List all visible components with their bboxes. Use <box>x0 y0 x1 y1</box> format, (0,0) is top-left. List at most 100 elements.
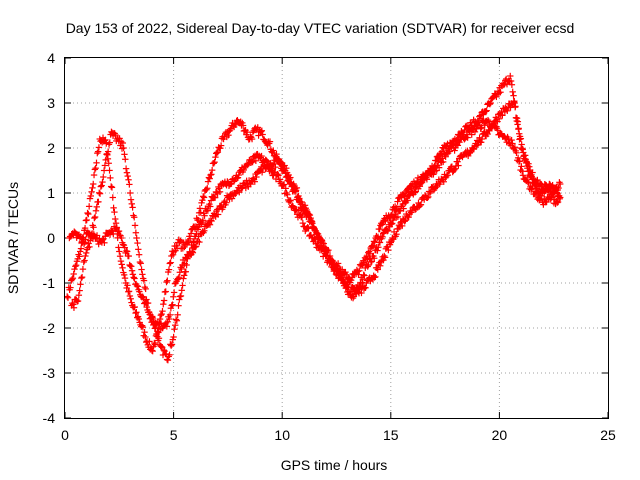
data-point <box>287 197 294 204</box>
data-point <box>140 332 147 339</box>
data-point <box>128 267 136 274</box>
data-point <box>555 184 562 192</box>
data-point <box>509 88 516 96</box>
data-point <box>210 160 217 167</box>
data-point <box>478 135 486 143</box>
data-point <box>126 292 134 300</box>
data-point <box>107 174 114 182</box>
data-point <box>139 271 146 278</box>
data-point <box>163 278 170 286</box>
data-point <box>511 99 518 107</box>
data-point <box>458 127 465 135</box>
data-point <box>115 227 123 235</box>
data-point <box>361 272 368 279</box>
data-point <box>99 178 106 186</box>
data-point <box>252 157 260 165</box>
data-point <box>93 232 101 239</box>
data-point <box>529 169 536 176</box>
x-tick-label: 25 <box>600 427 616 443</box>
data-point <box>125 288 133 295</box>
data-point <box>135 315 143 323</box>
data-point <box>176 296 183 303</box>
data-point <box>285 177 292 184</box>
data-point <box>524 178 532 186</box>
y-tick-label: 3 <box>47 95 55 111</box>
data-point <box>223 199 230 206</box>
data-point <box>509 140 516 147</box>
data-point <box>77 281 84 288</box>
data-point <box>510 98 517 106</box>
data-point <box>267 167 275 174</box>
data-point <box>97 183 105 190</box>
data-point <box>90 180 97 188</box>
data-point <box>519 172 527 179</box>
data-point <box>166 351 173 358</box>
data-point <box>76 253 83 260</box>
data-point <box>393 204 400 212</box>
data-point <box>125 176 132 183</box>
data-point <box>157 342 164 350</box>
x-tick-label: 15 <box>383 427 399 443</box>
data-point <box>108 184 116 191</box>
data-point <box>517 135 524 142</box>
data-point <box>504 107 511 115</box>
data-point <box>206 175 213 182</box>
data-point <box>253 173 260 181</box>
data-point <box>69 274 77 282</box>
data-point <box>179 282 186 289</box>
data-point <box>135 246 142 253</box>
data-point <box>236 189 243 196</box>
data-point <box>239 122 247 129</box>
data-point <box>131 275 138 282</box>
data-point <box>182 268 190 275</box>
data-point <box>533 188 541 195</box>
data-point <box>78 273 86 281</box>
data-point <box>211 194 219 201</box>
data-point <box>208 166 216 174</box>
data-point <box>151 339 158 347</box>
data-point <box>130 274 137 281</box>
data-point <box>160 297 168 304</box>
data-point <box>543 182 550 189</box>
data-point <box>288 183 295 190</box>
data-point <box>249 129 257 136</box>
data-point <box>70 270 77 278</box>
data-point <box>98 182 105 189</box>
data-point <box>204 207 212 214</box>
data-point <box>258 127 266 134</box>
data-point <box>192 243 199 251</box>
data-point <box>149 347 156 355</box>
data-point <box>104 148 112 155</box>
data-point <box>318 236 326 244</box>
data-point <box>299 219 307 227</box>
data-point <box>116 248 123 255</box>
data-point <box>105 160 112 167</box>
data-point <box>281 167 289 174</box>
data-point <box>203 186 210 193</box>
data-point <box>304 210 312 217</box>
data-point <box>79 265 87 273</box>
data-point <box>166 311 174 319</box>
data-point <box>499 112 506 119</box>
data-point <box>485 118 493 125</box>
data-point <box>126 261 133 269</box>
data-point <box>388 221 395 228</box>
data-point <box>189 249 197 256</box>
data-point <box>139 323 147 331</box>
data-point <box>393 231 400 238</box>
data-point <box>295 197 303 204</box>
data-point <box>178 265 185 273</box>
data-point <box>211 158 218 166</box>
data-point <box>131 303 138 311</box>
data-point <box>277 158 284 165</box>
data-point <box>86 243 93 251</box>
data-point <box>81 239 89 246</box>
data-point <box>259 131 266 138</box>
data-point <box>435 164 443 171</box>
data-point <box>163 323 171 330</box>
data-point <box>111 208 118 216</box>
data-point <box>119 264 126 272</box>
data-point <box>91 213 99 221</box>
data-point <box>296 198 304 205</box>
